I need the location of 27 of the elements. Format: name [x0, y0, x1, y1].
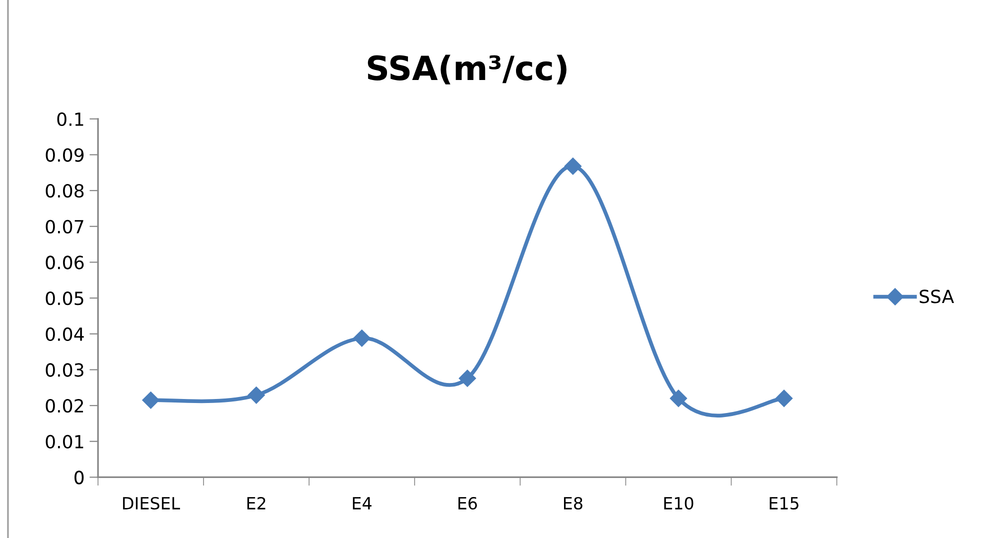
- x-tick-label: E15: [770, 497, 798, 510]
- point: [248, 386, 265, 404]
- y-tick-label: 0.03: [46, 363, 84, 377]
- y-tick-label: 0.08: [46, 184, 84, 198]
- y-tick-label: 0.06: [46, 256, 84, 270]
- x-tick-label: E10: [664, 496, 694, 510]
- x-tick-label: E2: [247, 496, 266, 510]
- y-tick-label: 0.04: [46, 327, 84, 341]
- legend-label: SSA: [920, 290, 954, 304]
- y-tick-label: 0.01: [46, 434, 84, 448]
- x-tick-label: DIESEL: [123, 496, 180, 510]
- y-tick-label: 0.09: [46, 148, 84, 162]
- x-tick-label: E4: [352, 497, 372, 510]
- x-tick-label: E6: [458, 496, 477, 510]
- y-tick-label: 0.1: [57, 112, 84, 126]
- y-tick-label: 0: [74, 470, 84, 484]
- point: [670, 390, 688, 407]
- point: [353, 330, 370, 347]
- y-tick-label: 0.05: [46, 292, 84, 306]
- y-tick-label: 0.07: [46, 220, 84, 234]
- point: [458, 370, 476, 387]
- point: [142, 392, 160, 409]
- point: [775, 390, 793, 407]
- x-tick-label: E8: [564, 496, 582, 510]
- y-tick-label: 0.02: [46, 399, 84, 413]
- chart-title: SSA(m³/cc): [368, 54, 566, 84]
- point: [564, 158, 582, 175]
